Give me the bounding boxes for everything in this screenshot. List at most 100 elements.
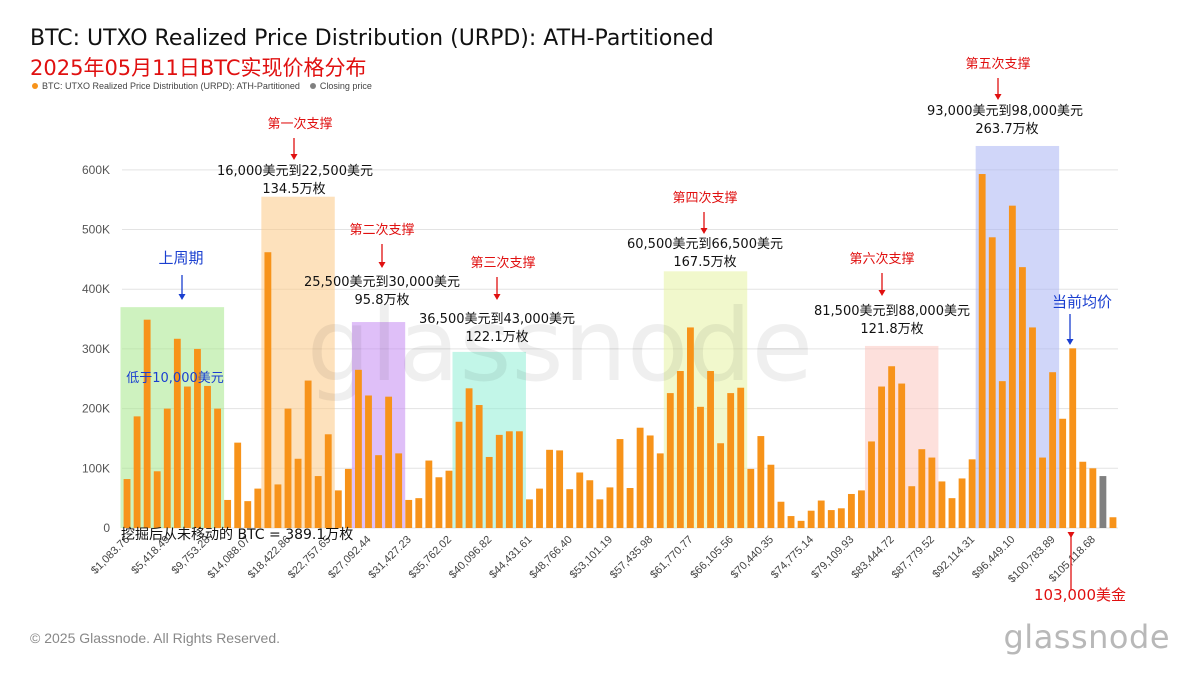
urpd-bar	[787, 516, 795, 528]
y-tick-label: 100K	[82, 461, 110, 475]
urpd-bar	[777, 501, 785, 528]
urpd-bar	[1008, 205, 1016, 528]
y-tick-label: 400K	[82, 282, 110, 296]
support2-arrow-head	[378, 262, 386, 268]
copyright: © 2025 Glassnode. All Rights Reserved.	[30, 630, 281, 646]
urpd-bar	[284, 408, 292, 528]
urpd-bar	[334, 490, 342, 528]
urpd-bar	[626, 488, 634, 528]
urpd-bar	[928, 457, 936, 528]
urpd-bar	[878, 386, 885, 528]
urpd-bar	[1079, 461, 1087, 528]
urpd-bar	[636, 427, 644, 528]
support4-range: 60,500美元到66,500美元	[627, 237, 783, 252]
support5-amount: 263.7万枚	[975, 122, 1038, 137]
urpd-bar	[445, 470, 453, 528]
price-label: 103,000美金	[1034, 586, 1126, 604]
urpd-bar	[576, 472, 584, 528]
urpd-bar	[616, 439, 624, 528]
x-tick-label: $87,779.52	[890, 534, 937, 581]
urpd-bar	[737, 387, 745, 528]
urpd-bar	[666, 393, 674, 528]
urpd-bar	[1089, 468, 1097, 528]
urpd-bar	[133, 416, 141, 528]
urpd-bar	[747, 468, 755, 528]
urpd-bar	[163, 408, 171, 528]
urpd-bar	[697, 406, 704, 528]
urpd-bar	[515, 431, 523, 528]
urpd-bar	[365, 395, 372, 528]
urpd-bar	[425, 460, 433, 528]
urpd-bar	[1019, 267, 1026, 528]
urpd-bar	[1059, 418, 1067, 528]
urpd-bar	[194, 348, 201, 528]
support4-arrow-head	[700, 228, 708, 234]
urpd-bar	[797, 520, 805, 528]
legend-label-urpd: BTC: UTXO Realized Price Distribution (U…	[42, 81, 300, 91]
chart-subtitle: 2025年05月11日BTC实现价格分布	[30, 56, 367, 80]
urpd-bar	[868, 441, 875, 528]
urpd-bar	[1039, 457, 1046, 528]
urpd-bar	[847, 493, 855, 528]
support1-label: 第一次支撑	[267, 116, 332, 132]
urpd-bar	[224, 499, 232, 528]
y-tick-label: 200K	[82, 402, 110, 416]
support3-arrow-head	[493, 294, 501, 300]
urpd-bar	[837, 508, 845, 528]
urpd-bar	[274, 484, 282, 528]
urpd-bar	[717, 443, 725, 528]
urpd-bar	[656, 453, 664, 528]
urpd-bar	[978, 174, 986, 529]
support6-range: 81,500美元到88,000美元	[814, 304, 970, 319]
urpd-bar	[546, 449, 553, 528]
urpd-bar	[204, 385, 211, 528]
urpd-bar	[526, 499, 533, 528]
y-tick-label: 300K	[82, 342, 110, 356]
urpd-bar	[475, 405, 483, 528]
urpd-bar	[1049, 372, 1057, 528]
urpd-bar	[908, 486, 916, 528]
legend: BTC: UTXO Realized Price Distribution (U…	[32, 81, 372, 91]
legend-item-urpd[interactable]: BTC: UTXO Realized Price Distribution (U…	[32, 81, 300, 91]
current-price-arrow-head	[1066, 339, 1074, 345]
urpd-bar	[1069, 348, 1077, 528]
urpd-bar	[757, 436, 765, 528]
urpd-bar	[143, 319, 151, 528]
urpd-bar	[153, 471, 161, 528]
current-price-label: 当前均价	[1052, 293, 1112, 311]
urpd-bar	[234, 442, 242, 528]
last-cycle-sublabel: 低于10,000美元	[126, 371, 224, 386]
urpd-bar	[998, 381, 1006, 528]
urpd-bar	[435, 477, 443, 528]
y-tick-label: 600K	[82, 163, 110, 177]
urpd-bar	[566, 489, 574, 528]
legend-item-closing-price[interactable]: Closing price	[309, 81, 372, 91]
support1-arrow-head	[290, 154, 298, 160]
urpd-bar	[214, 408, 221, 528]
support5-arrow-head	[994, 94, 1002, 100]
urpd-bar	[485, 456, 493, 528]
urpd-bar	[385, 396, 393, 528]
support3-amount: 122.1万枚	[465, 330, 528, 345]
urpd-bar	[827, 510, 835, 528]
support6-amount: 121.8万枚	[860, 322, 923, 337]
urpd-bar	[465, 388, 473, 528]
urpd-bar	[556, 450, 564, 528]
urpd-bar	[858, 490, 865, 528]
support4-label: 第四次支撑	[672, 190, 737, 206]
last-cycle-label: 上周期	[158, 249, 203, 267]
y-tick-label: 0	[103, 521, 110, 535]
legend-swatch-urpd	[32, 83, 38, 89]
urpd-bar	[948, 498, 956, 528]
urpd-bar	[244, 501, 252, 528]
support1-amount: 134.5万枚	[262, 182, 325, 197]
support4-amount: 167.5万枚	[673, 255, 736, 270]
urpd-bar	[807, 510, 815, 528]
price-arrow-head	[1067, 532, 1075, 538]
urpd-bar	[898, 383, 906, 528]
urpd-bar	[918, 449, 926, 528]
urpd-bar	[707, 371, 714, 528]
bars	[123, 174, 1117, 529]
support3-label: 第三次支撑	[470, 255, 535, 271]
